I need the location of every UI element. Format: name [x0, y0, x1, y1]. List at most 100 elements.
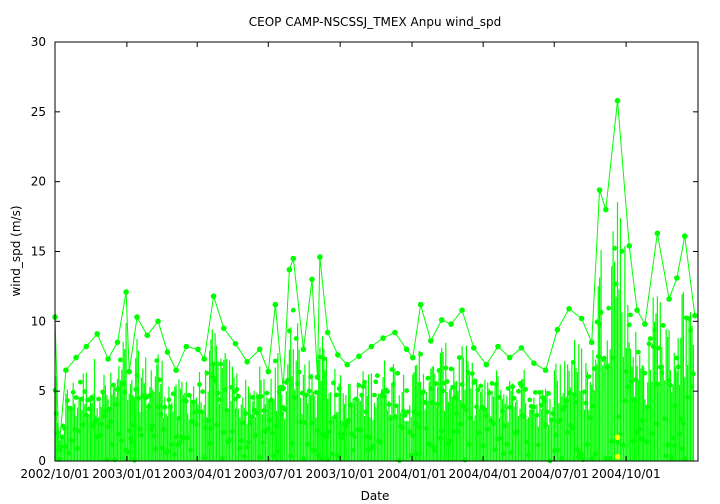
noise-point [372, 392, 377, 398]
data-point [681, 233, 688, 239]
data-point [603, 206, 609, 213]
highlight-point [614, 434, 621, 441]
noise-point [626, 322, 632, 328]
y-tick-label: 10 [31, 314, 46, 328]
data-point [314, 374, 321, 381]
noise-point [546, 391, 551, 396]
data-point [232, 340, 239, 347]
data-point [221, 325, 227, 332]
data-point [692, 312, 698, 319]
x-tick-label: 2004/04/01 [449, 467, 518, 481]
data-point [317, 254, 323, 260]
data-point [614, 97, 621, 104]
data-point [280, 385, 286, 392]
noise-point [444, 379, 450, 384]
plot-marks [52, 97, 698, 464]
data-point [634, 307, 640, 314]
data-point [566, 306, 572, 312]
data-point [666, 296, 672, 302]
data-point [471, 345, 477, 351]
y-tick-label: 20 [31, 175, 46, 189]
series-noise-band [52, 202, 696, 464]
noise-point [425, 375, 431, 381]
axis-ticks: 0 5 10 15 20 25 30 2002/10/01 2003/01/01 2003/04/… [20, 35, 698, 481]
x-tick-label: 2004/10/01 [592, 467, 661, 481]
data-point [626, 243, 632, 249]
noise-point [290, 307, 296, 313]
x-axis-label: Date [361, 489, 390, 503]
noise-point [236, 393, 241, 399]
data-point [495, 343, 501, 350]
noise-point [612, 245, 617, 251]
data-point [344, 361, 351, 368]
data-point [183, 343, 190, 350]
x-tick-label: 2003/07/01 [234, 467, 303, 481]
data-point [114, 339, 121, 346]
chart-title: CEOP CAMP-NSCSSJ_TMEX Anpu wind_spd [249, 15, 501, 29]
data-point [518, 345, 525, 351]
highlight-point [614, 454, 621, 460]
noise-point [393, 403, 399, 409]
data-point [417, 301, 424, 308]
data-point [554, 326, 561, 333]
y-axis-label: wind_spd (m/s) [9, 205, 23, 296]
data-point [286, 266, 293, 273]
noise-point [586, 374, 592, 379]
data-point [588, 339, 595, 346]
data-point [63, 367, 69, 374]
data-point [392, 329, 398, 336]
noise-point [118, 357, 123, 363]
noise-point [356, 383, 362, 388]
noise-point [272, 358, 278, 364]
data-point [134, 314, 140, 320]
y-tick-label: 30 [31, 35, 46, 49]
noise-point [642, 370, 648, 376]
data-point [83, 343, 90, 350]
noise-point [448, 366, 454, 372]
noise-point [96, 396, 101, 402]
y-tick-label: 15 [31, 245, 46, 259]
noise-point [636, 349, 641, 355]
data-point [596, 187, 603, 193]
noise-point [204, 370, 210, 376]
data-point [123, 289, 129, 295]
noise-point [200, 389, 206, 395]
x-tick-label: 2003/10/01 [306, 467, 375, 481]
noise-point [511, 395, 517, 401]
data-point [195, 346, 201, 353]
data-point [448, 321, 454, 327]
x-tick-label: 2003/01/01 [92, 467, 161, 481]
noise-point [533, 390, 538, 395]
data-point [642, 321, 648, 327]
noise-point [264, 390, 270, 396]
data-point [144, 332, 150, 339]
data-point [94, 331, 100, 337]
noise-point [374, 373, 380, 378]
data-point [506, 354, 513, 361]
noise-point [78, 379, 83, 385]
noise-point [395, 370, 401, 376]
noise-point [404, 388, 409, 393]
data-point [256, 346, 263, 353]
data-point [244, 359, 250, 365]
data-point [674, 275, 680, 281]
data-point [300, 346, 307, 353]
data-point [654, 230, 661, 237]
noise-point [418, 351, 423, 357]
data-point [410, 354, 416, 361]
data-point [380, 335, 386, 341]
data-point [368, 343, 375, 350]
data-point [438, 317, 445, 323]
noise-point [73, 395, 79, 400]
data-point [542, 367, 549, 374]
noise-point [628, 312, 633, 318]
x-tick-label: 2002/10/01 [20, 467, 89, 481]
data-point [403, 346, 410, 353]
noise-point [157, 377, 162, 383]
data-point [578, 315, 585, 322]
series-line [54, 100, 696, 450]
noise-point [619, 248, 625, 254]
data-point [324, 329, 331, 336]
x-tick-label: 2004/07/01 [520, 467, 589, 481]
